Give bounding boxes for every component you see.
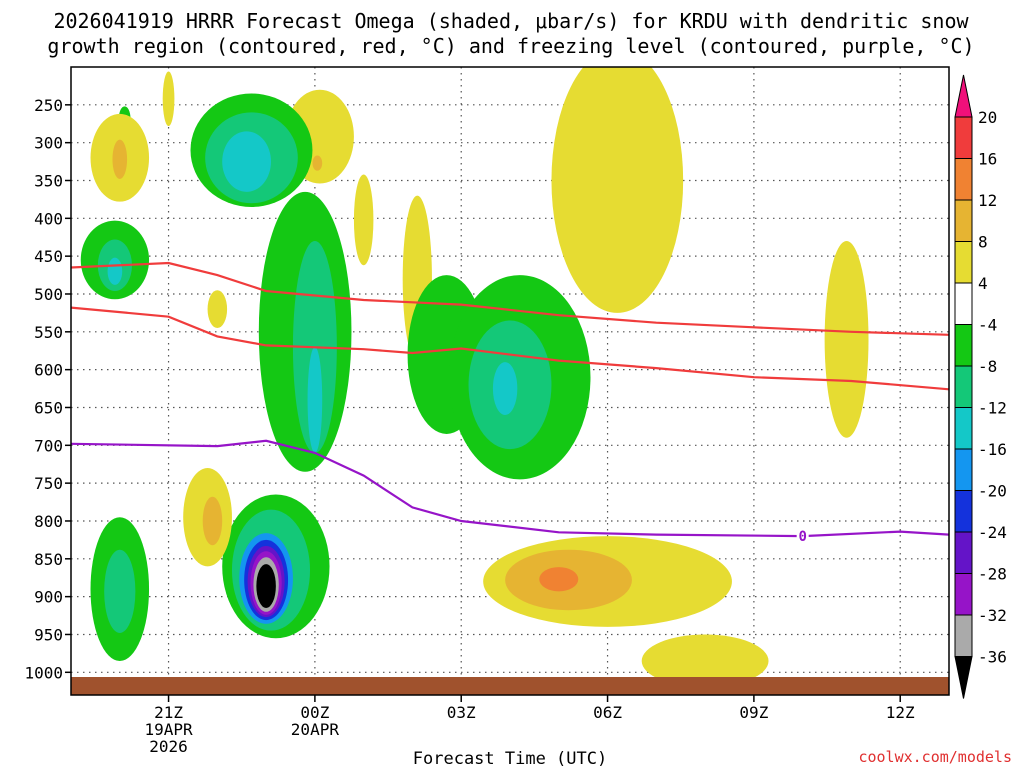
colorbar-label-6: -8 <box>978 357 997 376</box>
colorbar-box-3 <box>954 241 973 284</box>
y-tick-label-1000: 1000 <box>24 663 63 682</box>
y-tick-label-300: 300 <box>34 134 63 153</box>
colorbar-box-5 <box>954 324 973 367</box>
omega-region-38-level-4 <box>641 634 769 688</box>
plot-frame <box>70 66 950 696</box>
y-tick-label-400: 400 <box>34 209 63 228</box>
x-tick-label-2-2: 2026 <box>149 737 188 756</box>
chart-title-line-2: growth region (contoured, red, °C) and f… <box>47 34 974 58</box>
y-tick-label-850: 850 <box>34 550 63 569</box>
omega-region-39-level-4 <box>824 241 869 438</box>
colorbar-label-7: -12 <box>978 399 1007 418</box>
temperature-contours: 0 <box>71 261 949 545</box>
colorbar-label-0: 20 <box>978 108 997 127</box>
omega-region-1-level-4 <box>162 71 175 127</box>
colorbar-box-1 <box>954 158 973 201</box>
omega-region-3-level-8 <box>112 139 128 179</box>
omega-region-10-level-4 <box>207 290 228 329</box>
y-tick-label-700: 700 <box>34 436 63 455</box>
y-axis: 250 300 350 400 450 500 550 600 650 700 750 800 850 9… <box>24 96 71 682</box>
x-tick-label-17-0: 12Z <box>886 703 915 722</box>
colorbar-box-11 <box>954 573 973 616</box>
y-tick-label-500: 500 <box>34 285 63 304</box>
colorbar-label-10: -24 <box>978 523 1007 542</box>
omega-region-18-level--12 <box>307 346 323 453</box>
dendritic-contour-0 <box>71 261 949 336</box>
colorbar-label-5: -4 <box>978 316 997 335</box>
omega-region-34-level-4 <box>551 67 684 313</box>
colorbar-box-2 <box>954 199 973 242</box>
y-tick-label-800: 800 <box>34 512 63 531</box>
y-tick-label-750: 750 <box>34 474 63 493</box>
omega-region-8-level-8 <box>312 155 323 171</box>
colorbar-top-arrow <box>954 74 973 118</box>
colorbar-box-7 <box>954 407 973 450</box>
colorbar-label-9: -20 <box>978 482 1007 501</box>
omega-region-26-level-8 <box>202 496 223 546</box>
colorbar-label-2: 12 <box>978 191 997 210</box>
ground-surface <box>71 677 949 695</box>
chart-title-line-1: 2026041919 HRRR Forecast Omega (shaded, … <box>53 9 969 33</box>
colorbar-label-1: 16 <box>978 150 997 169</box>
colorbar-label-4: 4 <box>978 274 988 293</box>
omega-region-17-level--12 <box>222 131 271 192</box>
omega-shading <box>80 67 869 688</box>
colorbar-box-0 <box>954 116 973 159</box>
credit-text: coolwx.com/models <box>858 748 1012 766</box>
freezing-label-bg <box>796 528 809 544</box>
y-tick-label-550: 550 <box>34 323 63 342</box>
y-tick-label-350: 350 <box>34 171 63 190</box>
omega-region-37-level-12 <box>539 567 579 592</box>
freezing-level-label: 0 <box>798 529 806 545</box>
y-tick-label-650: 650 <box>34 398 63 417</box>
x-tick-label-2-1: 19APR <box>144 720 193 739</box>
dendritic-contour-1 <box>71 306 949 391</box>
colorbar-box-12 <box>954 614 973 657</box>
x-tick-label-8-0: 03Z <box>447 703 476 722</box>
x-tick-label-11-0: 06Z <box>593 703 622 722</box>
colorbar: 20 16 12 8 4 -4 -8 -12 -16 -20 -24 -28 -32 -36 <box>954 74 1007 699</box>
omega-region-9-level-4 <box>353 174 374 266</box>
x-tick-label-5-1: 20APR <box>291 720 340 739</box>
omega-region-24-level--36 <box>256 564 276 608</box>
x-tick-label-2-0: 21Z <box>154 703 183 722</box>
colorbar-label-13: -36 <box>978 648 1007 667</box>
colorbar-label-12: -32 <box>978 606 1007 625</box>
colorbar-label-8: -16 <box>978 440 1007 459</box>
omega-region-33-level--12 <box>492 362 518 416</box>
colorbar-label-11: -28 <box>978 565 1007 584</box>
colorbar-box-9 <box>954 490 973 533</box>
colorbar-box-10 <box>954 531 973 574</box>
y-tick-label-450: 450 <box>34 247 63 266</box>
colorbar-box-8 <box>954 448 973 491</box>
y-tick-label-900: 900 <box>34 588 63 607</box>
colorbar-box-6 <box>954 365 973 408</box>
colorbar-box-4 <box>954 282 973 325</box>
y-tick-label-250: 250 <box>34 96 63 115</box>
colorbar-label-3: 8 <box>978 233 988 252</box>
y-tick-label-600: 600 <box>34 361 63 380</box>
freezing-level-contour <box>71 439 949 538</box>
y-tick-label-950: 950 <box>34 625 63 644</box>
colorbar-bottom-arrow <box>954 656 973 699</box>
omega-region-28-level--8 <box>104 549 136 633</box>
x-tick-label-5-0: 00Z <box>300 703 329 722</box>
x-axis-label: Forecast Time (UTC) <box>413 749 607 768</box>
omega-region-6-level--12 <box>107 257 123 285</box>
x-tick-label-14-0: 09Z <box>739 703 768 722</box>
